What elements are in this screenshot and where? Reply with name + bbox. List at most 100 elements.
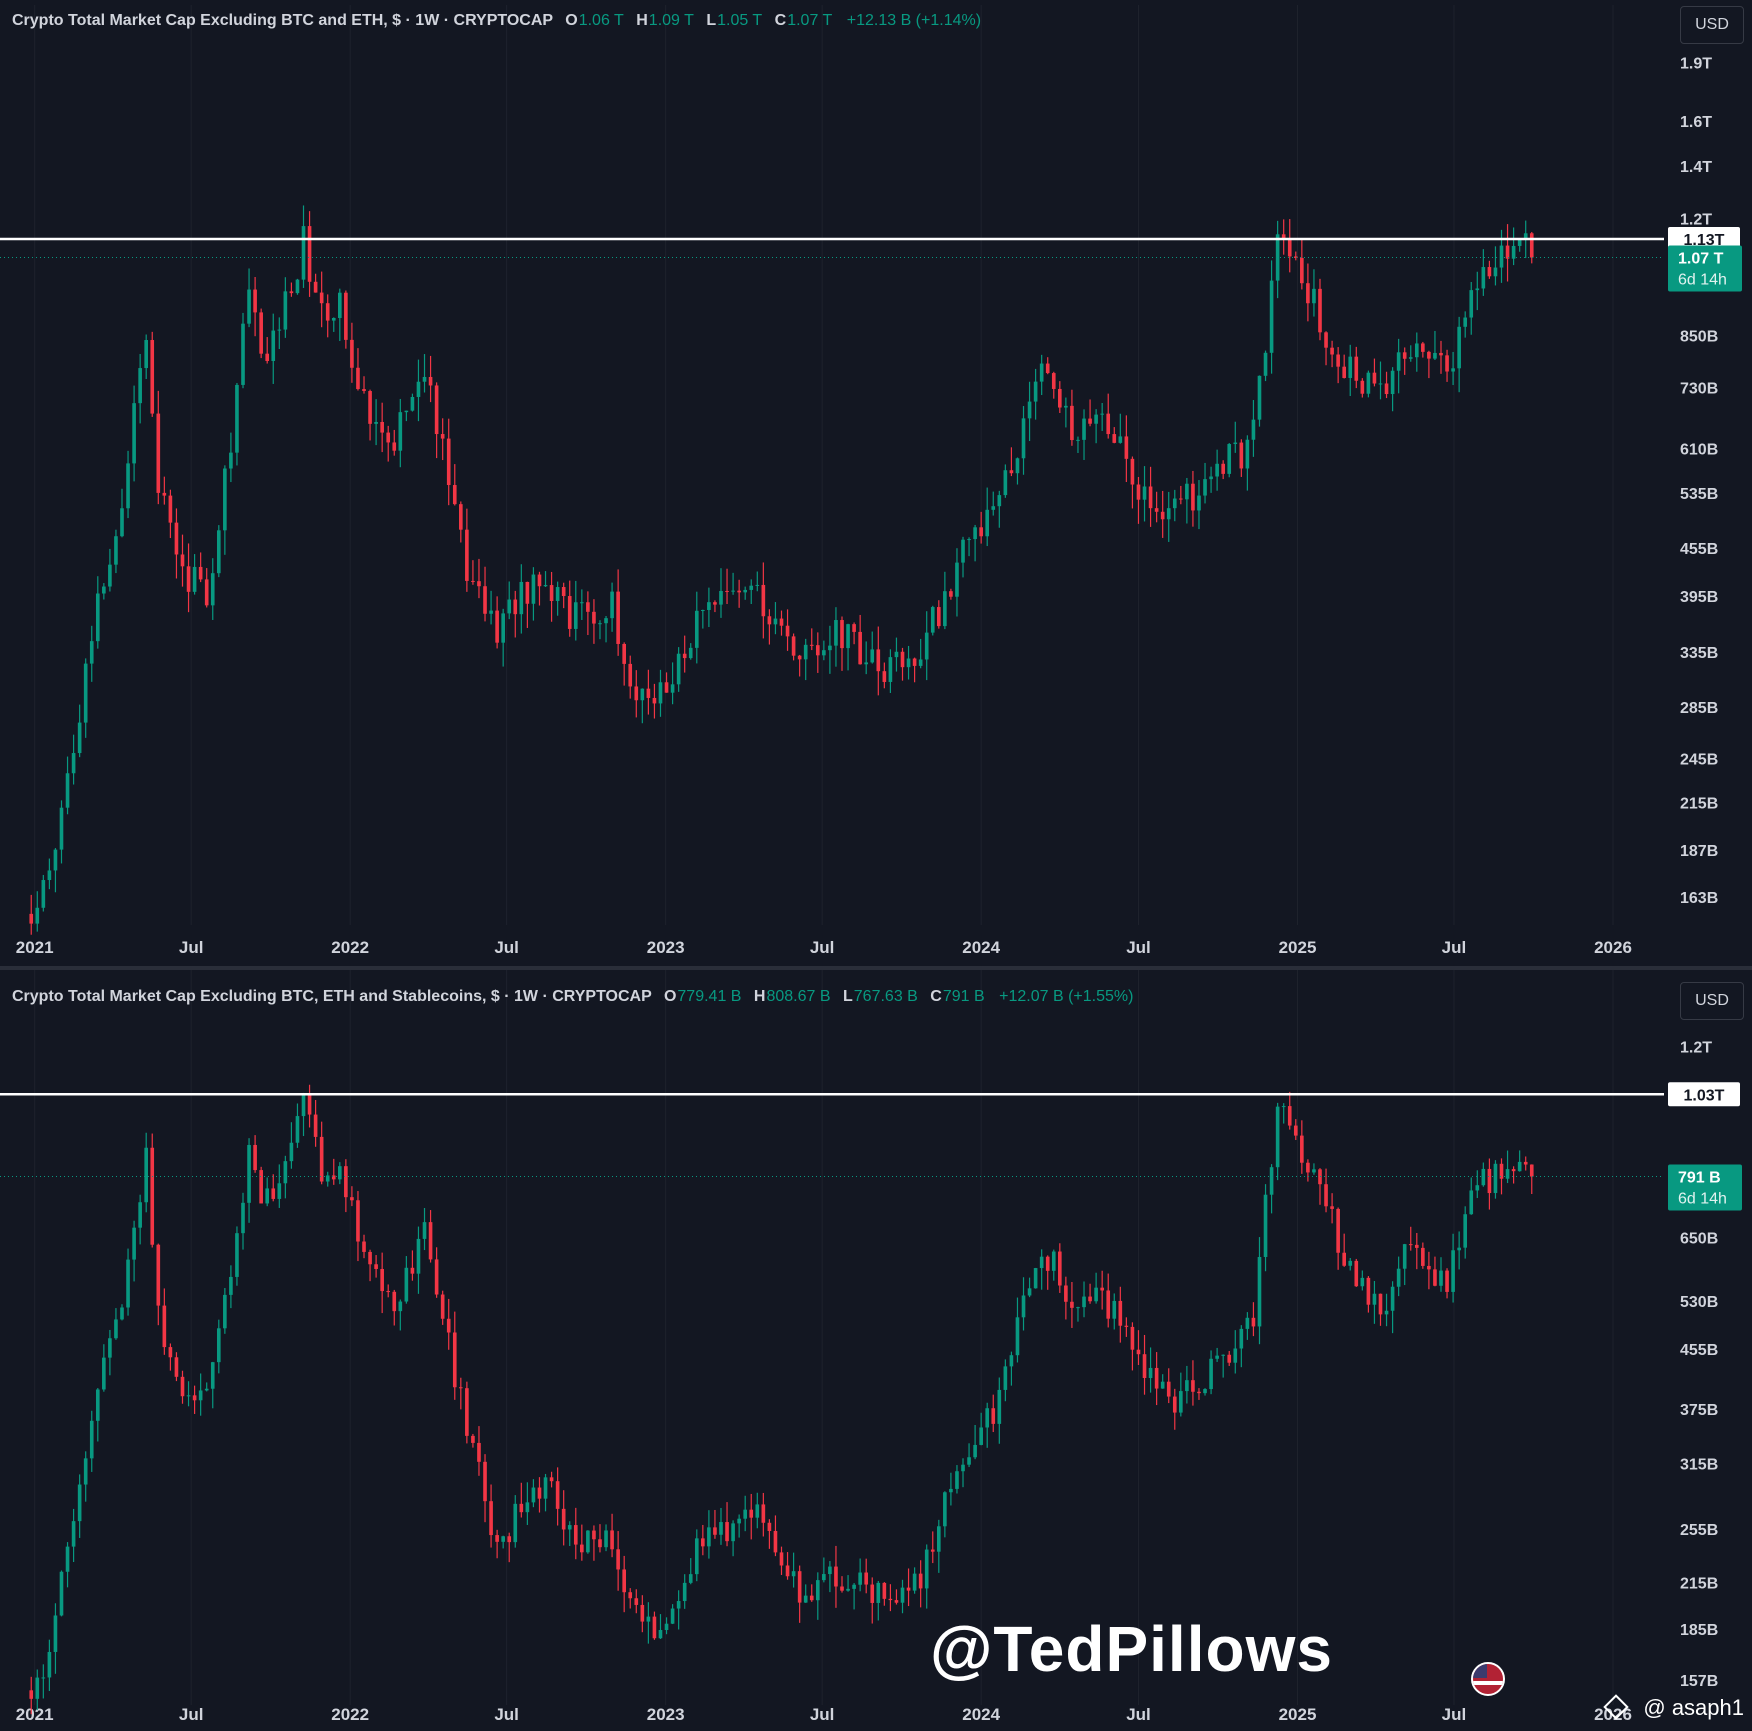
candle-body bbox=[1451, 368, 1455, 372]
candle-body bbox=[943, 591, 947, 627]
candle-body bbox=[1197, 495, 1201, 511]
legend-low-label: L bbox=[706, 12, 717, 29]
x-tick-label: Jul bbox=[810, 1705, 835, 1724]
candle-body bbox=[525, 1502, 530, 1513]
x-tick-label: Jul bbox=[494, 938, 519, 957]
candle-body bbox=[1082, 418, 1086, 440]
candle-body bbox=[1233, 1348, 1238, 1363]
y-tick-label: 610B bbox=[1680, 441, 1718, 458]
candle-body bbox=[1481, 1168, 1486, 1186]
candle-body bbox=[459, 504, 463, 530]
candle-body bbox=[955, 562, 959, 597]
candle-body bbox=[858, 1572, 862, 1585]
candle-body bbox=[979, 1427, 983, 1445]
candle-body bbox=[156, 413, 161, 493]
candle-body bbox=[1469, 1190, 1474, 1215]
candle-body bbox=[313, 281, 318, 293]
candle-body bbox=[773, 618, 778, 625]
candle-body bbox=[446, 438, 451, 486]
candle-body bbox=[1300, 1135, 1304, 1163]
legend-open-label: O bbox=[663, 988, 677, 1005]
candle-body bbox=[59, 1571, 64, 1616]
resistance-label: 1.13T bbox=[1684, 232, 1725, 249]
candle-body bbox=[204, 579, 209, 606]
currency-button[interactable]: USD bbox=[1680, 982, 1744, 1020]
candle-body bbox=[961, 539, 965, 563]
legend-low-label: L bbox=[843, 988, 853, 1005]
candle-body bbox=[1148, 1367, 1153, 1378]
candle-body bbox=[1070, 1301, 1074, 1308]
candle-body bbox=[1499, 1163, 1504, 1179]
candle-body bbox=[930, 1549, 935, 1552]
candle-body bbox=[991, 1408, 996, 1424]
candle-body bbox=[1396, 1268, 1401, 1287]
candlestick-chart-1[interactable]: 2021 Jul 2022 Jul 2023 Jul 2024 Jul 2025 Jul 2026 1… bbox=[0, 0, 1752, 968]
resistance-badge bbox=[1668, 1082, 1740, 1107]
candle-body bbox=[822, 650, 826, 656]
chart-panel-1[interactable]: 2021 Jul 2022 Jul 2023 Jul 2024 Jul 2025 Jul 2026 1… bbox=[0, 0, 1752, 968]
candle-body bbox=[761, 584, 766, 617]
candle-body bbox=[1094, 414, 1098, 424]
y-tick-label: 455B bbox=[1680, 541, 1718, 558]
candle-body bbox=[912, 1573, 917, 1591]
candle-body bbox=[53, 849, 58, 871]
candle-body bbox=[95, 1389, 100, 1421]
candle-body bbox=[1378, 383, 1383, 385]
candle-body bbox=[337, 292, 342, 318]
candle-body bbox=[555, 1481, 560, 1509]
candle-body bbox=[1287, 1106, 1292, 1126]
candle-body bbox=[949, 591, 953, 597]
x-tick-label: Jul bbox=[1126, 1705, 1151, 1724]
candle-body bbox=[271, 1188, 276, 1199]
candle-body bbox=[422, 376, 427, 382]
candle-body bbox=[549, 1477, 554, 1482]
resistance-badge bbox=[1668, 226, 1740, 251]
candle-body bbox=[864, 1572, 869, 1585]
candle-body bbox=[319, 1136, 324, 1182]
candle-body bbox=[876, 1582, 881, 1603]
candle-body bbox=[95, 593, 100, 642]
candlestick-chart-2[interactable]: 2021 Jul 2022 Jul 2023 Jul 2024 Jul 2025 Jul 2026 1… bbox=[0, 970, 1752, 1731]
candle-body bbox=[1112, 1300, 1117, 1319]
candle-body bbox=[235, 384, 239, 453]
candle-body bbox=[1142, 486, 1147, 500]
x-tick-label: 2025 bbox=[1279, 938, 1317, 957]
candle-body bbox=[1330, 1206, 1334, 1209]
chart-panel-2[interactable]: 2021 Jul 2022 Jul 2023 Jul 2024 Jul 2025 Jul 2026 1… bbox=[0, 970, 1752, 1731]
candle-body bbox=[610, 1530, 614, 1550]
candle-body bbox=[1015, 1317, 1020, 1356]
y-tick-label: 187B bbox=[1680, 843, 1718, 860]
candle-body bbox=[604, 1530, 608, 1548]
x-tick-label: 2025 bbox=[1279, 1705, 1317, 1724]
candle-body bbox=[598, 1539, 602, 1548]
candle-body bbox=[924, 632, 929, 660]
candle-body bbox=[1293, 1125, 1298, 1136]
candle-body bbox=[616, 1549, 620, 1570]
currency-button[interactable]: USD bbox=[1680, 6, 1744, 44]
candle-body bbox=[108, 1338, 112, 1358]
candle-body bbox=[640, 688, 645, 701]
last-price-badge bbox=[1668, 1164, 1742, 1211]
candle-body bbox=[1009, 470, 1014, 474]
candle-body bbox=[1088, 418, 1092, 424]
candle-body bbox=[1275, 234, 1280, 281]
candle-body bbox=[1384, 1310, 1389, 1315]
candle-body bbox=[216, 530, 221, 574]
x-tick-label: Jul bbox=[1126, 938, 1151, 957]
candle-body bbox=[791, 1571, 796, 1577]
panel-divider[interactable] bbox=[0, 966, 1752, 970]
candle-body bbox=[930, 607, 935, 633]
candle-body bbox=[265, 1188, 270, 1204]
candle-body bbox=[725, 590, 729, 592]
candle-body bbox=[1445, 355, 1449, 372]
candle-body bbox=[997, 495, 1002, 507]
candle-body bbox=[688, 647, 693, 659]
candle-body bbox=[936, 607, 941, 627]
candle-body bbox=[658, 682, 663, 704]
legend-change: +12.07 B (+1.55%) bbox=[999, 988, 1134, 1005]
candle-body bbox=[749, 1509, 754, 1518]
candle-body bbox=[1130, 458, 1135, 485]
candle-body bbox=[1064, 405, 1068, 408]
candle-body bbox=[1433, 1269, 1437, 1286]
candle-body bbox=[204, 1388, 209, 1391]
